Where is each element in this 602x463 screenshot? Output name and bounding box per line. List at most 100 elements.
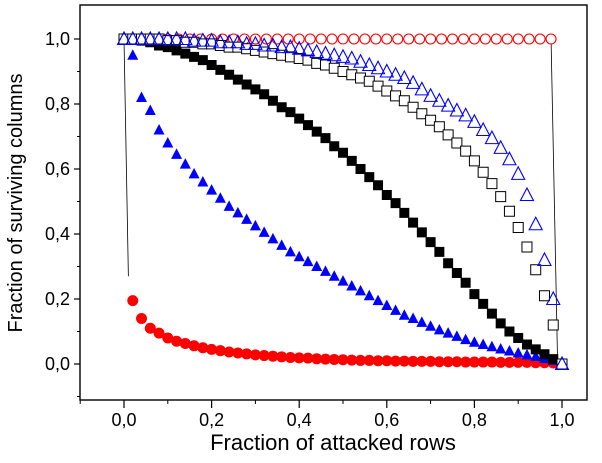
data-point [284,352,296,363]
data-point [160,30,176,46]
data-point [495,343,507,354]
data-point [460,277,471,288]
data-point [512,356,524,368]
data-point [311,353,323,365]
data-point [539,349,550,360]
data-point [276,102,287,113]
data-point [363,289,375,301]
data-point [513,333,524,343]
data-point [230,34,246,49]
data-point [373,180,384,191]
data-point [346,354,358,366]
data-point [346,280,358,291]
data-point [431,92,447,107]
data-point [214,192,226,203]
data-point [425,320,437,331]
data-point [197,176,209,187]
data-point [260,33,272,45]
data-point [328,270,340,281]
series-open-triangle [116,30,570,371]
x-tick-label: 1,0 [549,410,574,430]
data-point [416,316,428,327]
data-point [433,121,445,133]
data-point [477,338,489,349]
data-point [259,89,270,100]
data-point [134,30,149,46]
data-point [162,137,174,148]
data-point [390,198,401,209]
axis-ticks [74,38,563,408]
data-point [309,43,325,59]
data-point [468,356,480,368]
data-point [276,239,288,250]
data-point [284,245,296,257]
data-point [116,30,132,46]
data-point [451,356,463,368]
data-point [267,350,279,362]
data-point [405,74,421,89]
data-point [398,309,410,320]
data-point [335,48,351,63]
data-point [372,294,384,306]
data-point [294,113,305,124]
data-point [528,216,544,231]
data-point [534,33,546,45]
data-point [503,205,515,217]
data-point [398,95,410,107]
data-point [206,184,218,195]
data-point [501,33,513,45]
data-point [460,333,472,345]
data-point [300,42,316,57]
data-point [232,74,243,85]
data-point [337,354,349,366]
data-point [337,275,349,286]
data-point [408,217,419,228]
data-point [495,356,507,368]
data-point [293,33,305,45]
data-point [466,113,482,128]
data-point [457,33,470,45]
data-point [127,49,139,60]
data-point [493,139,509,154]
data-point [221,34,237,49]
data-point [495,318,506,329]
data-point [381,33,393,45]
data-point [495,191,507,203]
data-point [326,33,338,45]
data-point [396,69,412,85]
data-point [319,265,331,276]
y-tick-label: 0,8 [45,94,70,114]
tick-labels: 0,0 0,2 0,4 0,6 0,8 1,0 0,0 0,2 0,4 0,6 0,8 1,0 [45,29,575,430]
data-point [212,34,228,49]
data-point [479,33,491,45]
data-point [458,107,474,122]
data-point [346,155,357,166]
data-point [206,60,217,70]
data-point [136,91,148,102]
series-filled-square [119,34,567,369]
x-tick-label: 0,6 [374,410,399,430]
data-point [276,351,288,363]
data-point [353,53,368,68]
data-point [434,246,445,257]
data-point [302,255,314,267]
data-point [214,345,226,357]
data-point [188,340,200,352]
x-axis-title: Fraction of attacked rows [210,430,456,455]
data-point [169,30,184,46]
data-point [302,120,313,131]
data-point [154,40,165,51]
data-point [486,356,498,368]
data-point [442,356,454,368]
y-tick-label: 0,2 [45,289,70,309]
data-point [538,290,550,302]
data-point [407,312,419,323]
data-point [241,348,253,360]
data-point [468,33,480,45]
data-point [523,33,535,45]
data-point [460,356,472,368]
data-point [521,241,533,253]
data-point [315,33,327,45]
data-point [293,250,305,262]
data-point [355,164,366,174]
